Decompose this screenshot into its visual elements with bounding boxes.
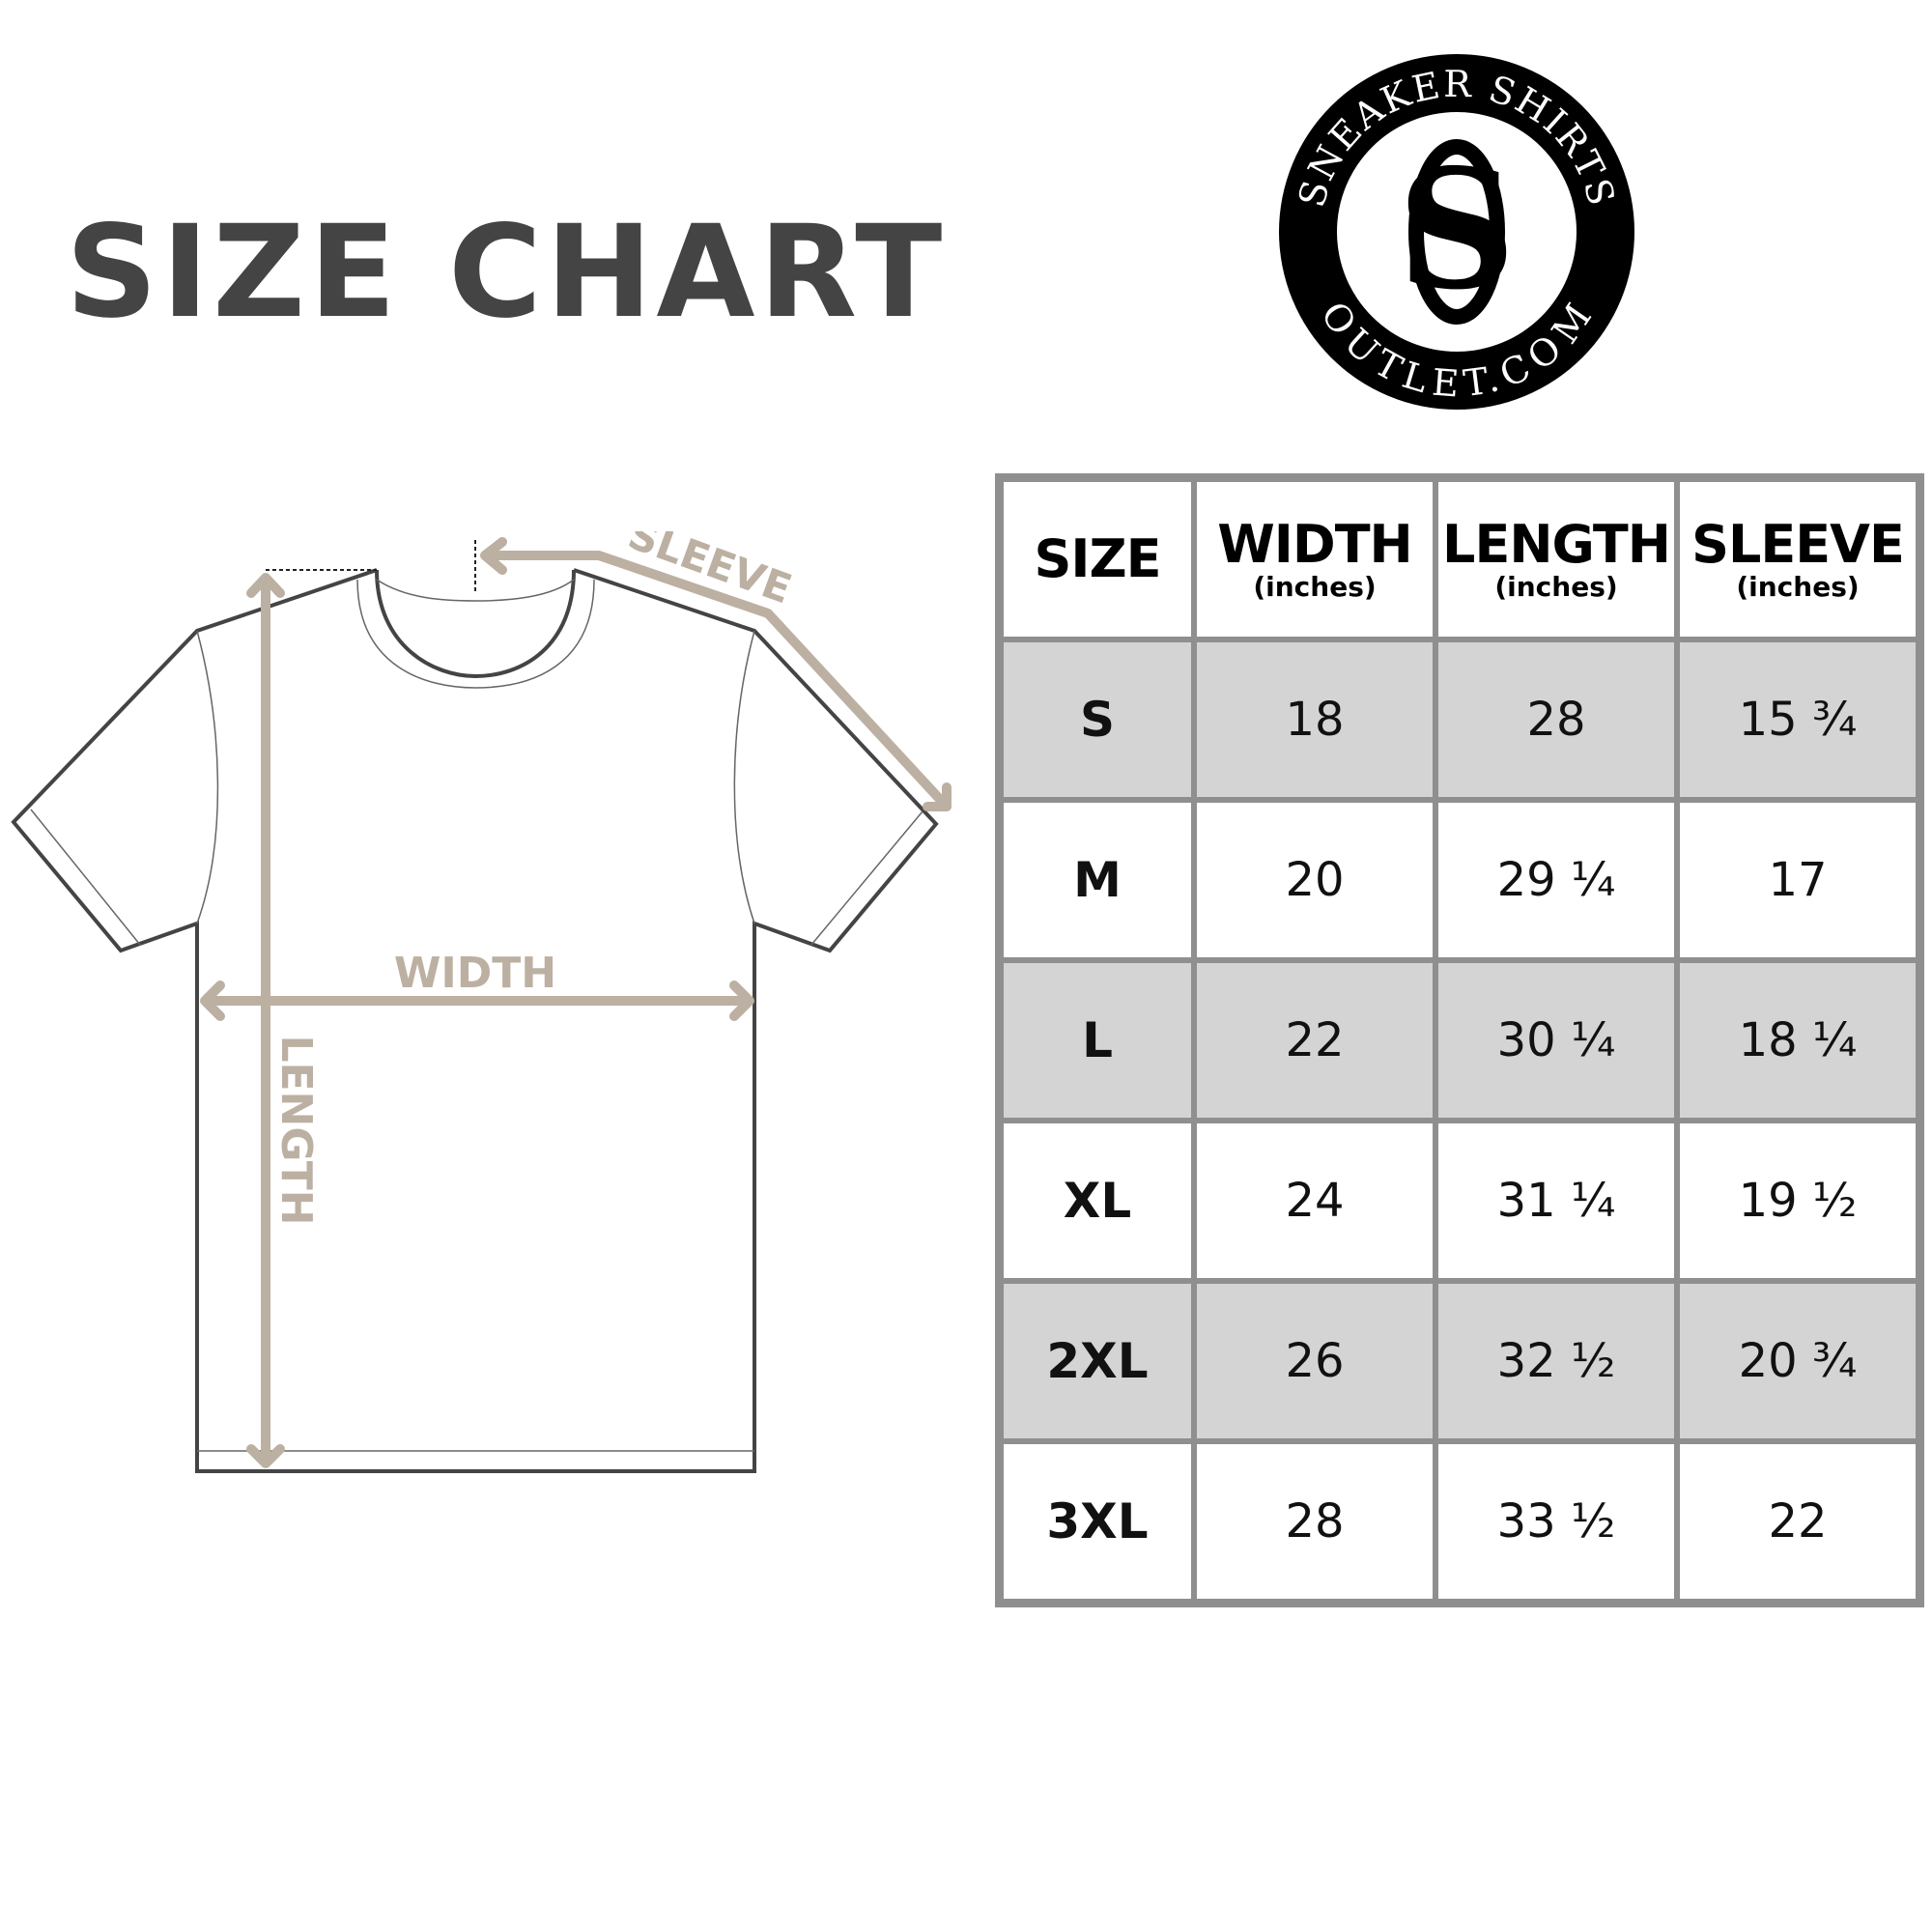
cell-size: 3XL <box>1001 1441 1194 1602</box>
cell-width: 24 <box>1194 1121 1435 1281</box>
table-row: 2XL 26 32 ½ 20 ¾ <box>1001 1281 1918 1441</box>
size-chart-table: SIZE WIDTH (inches) LENGTH (inches) SLEEVE… <box>995 473 1924 1607</box>
cell-sleeve: 20 ¾ <box>1677 1281 1918 1441</box>
cell-width: 22 <box>1194 960 1435 1121</box>
length-label: LENGTH <box>271 1035 321 1225</box>
cell-sleeve: 17 <box>1677 800 1918 960</box>
cell-length: 33 ½ <box>1435 1441 1677 1602</box>
table-row: 3XL 28 33 ½ 22 <box>1001 1441 1918 1602</box>
table-row: S 18 28 15 ¾ <box>1001 639 1918 800</box>
header-size: SIZE <box>1001 479 1194 639</box>
tshirt-outline <box>11 568 939 1473</box>
cell-size: XL <box>1001 1121 1194 1281</box>
cell-length: 29 ¼ <box>1435 800 1677 960</box>
cell-size: S <box>1001 639 1194 800</box>
cell-width: 20 <box>1194 800 1435 960</box>
cell-size: 2XL <box>1001 1281 1194 1441</box>
cell-length: 32 ½ <box>1435 1281 1677 1441</box>
cell-length: 28 <box>1435 639 1677 800</box>
tshirt-diagram: WIDTH LENGTH SLEEVE <box>11 531 952 1473</box>
table-row: XL 24 31 ¼ 19 ½ <box>1001 1121 1918 1281</box>
cell-sleeve: 15 ¾ <box>1677 639 1918 800</box>
table-row: M 20 29 ¼ 17 <box>1001 800 1918 960</box>
cell-width: 26 <box>1194 1281 1435 1441</box>
sleeve-arrow <box>480 537 952 811</box>
cell-width: 28 <box>1194 1441 1435 1602</box>
brand-logo: SNEAKER SHIRTS OUTLET.COM S <box>1279 54 1634 410</box>
cell-size: L <box>1001 960 1194 1121</box>
cell-sleeve: 18 ¼ <box>1677 960 1918 1121</box>
header-length: LENGTH (inches) <box>1435 479 1677 639</box>
page-title: SIZE CHART <box>66 198 947 347</box>
header-width: WIDTH (inches) <box>1194 479 1435 639</box>
header-sleeve: SLEEVE (inches) <box>1677 479 1918 639</box>
table-header-row: SIZE WIDTH (inches) LENGTH (inches) SLEEVE… <box>1001 479 1918 639</box>
measurement-arrows <box>200 537 952 1468</box>
cell-length: 31 ¼ <box>1435 1121 1677 1281</box>
cell-sleeve: 22 <box>1677 1441 1918 1602</box>
cell-sleeve: 19 ½ <box>1677 1121 1918 1281</box>
length-arrow <box>246 573 285 1468</box>
width-arrow <box>200 980 754 1021</box>
guide-dotted-line <box>266 539 476 591</box>
table-row: L 22 30 ¼ 18 ¼ <box>1001 960 1918 1121</box>
cell-size: M <box>1001 800 1194 960</box>
width-label: WIDTH <box>394 949 556 998</box>
cell-length: 30 ¼ <box>1435 960 1677 1121</box>
cell-width: 18 <box>1194 639 1435 800</box>
